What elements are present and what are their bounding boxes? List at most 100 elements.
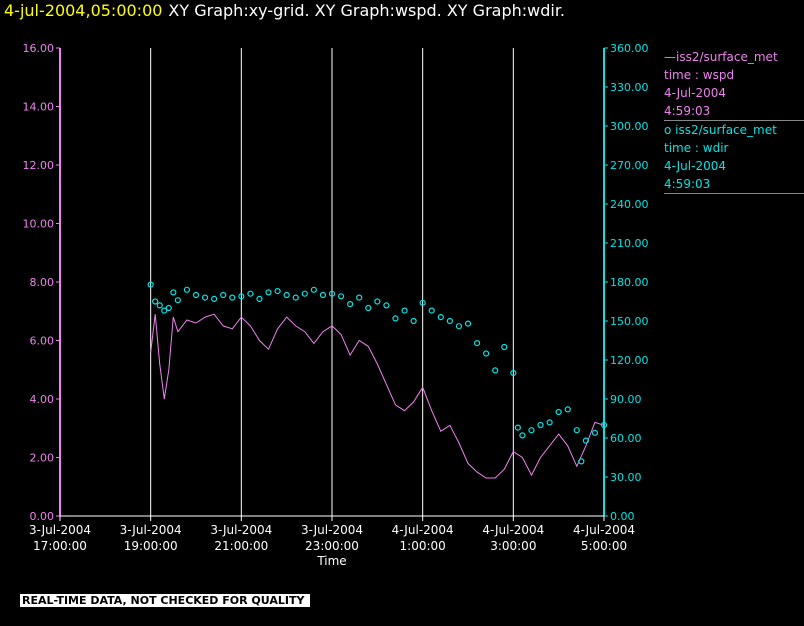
wspd-series-line [150,313,605,479]
wdir-point-26 [356,294,363,301]
wdir-point-23 [328,290,336,297]
wdir-point-33 [419,299,426,306]
x-tick-date-3: 3-Jul-2004 [301,523,363,537]
wdir-point-45 [519,432,526,439]
wdir-point-2 [156,302,163,309]
right-tick-label-1: 30.00 [610,471,642,484]
x-tick-date-4: 4-Jul-2004 [392,523,454,537]
x-tick-date-0: 3-Jul-2004 [29,523,91,537]
wdir-point-13 [238,293,245,300]
legend-wspd-source: —iss2/surface_met [664,50,778,64]
wdir-point-24 [337,293,345,300]
wdir-point-17 [274,288,281,295]
wdir-point-49 [555,408,562,416]
chart: 0.00 2.00 4.00 6.00 8.00 10.00 12.00 14.00 16.00… [23,42,649,568]
x-tick-time-6: 5:00:00 [581,539,627,553]
x-tick-time-0: 17:00:00 [33,539,87,553]
legend-wdir-var: time : wdir [664,141,729,155]
quality-disclaimer: REAL-TIME DATA, NOT CHECKED FOR QUALITY [20,594,311,607]
wdir-point-12 [229,294,236,301]
x-tick-date-2: 3-Jul-2004 [210,523,272,537]
wdir-point-32 [410,317,417,325]
wdir-point-11 [220,291,227,299]
legend-wspd-var: time : wspd [664,68,735,82]
wdir-point-16 [265,289,272,296]
left-tick-label-4: 8.00 [30,276,55,289]
wdir-point-42 [501,343,508,351]
wdir-point-34 [428,307,435,314]
right-tick-label-4: 120.00 [610,354,649,367]
wdir-point-51 [573,427,580,434]
wdir-point-48 [546,419,553,426]
wdir-point-15 [256,295,263,302]
wdir-point-54 [591,429,599,436]
wdir-point-25 [347,301,354,308]
wdir-point-7 [183,286,191,293]
wdir-point-27 [365,304,372,312]
wdir-point-29 [383,302,390,309]
x-tick-date-6: 4-Jul-2004 [573,523,635,537]
left-tick-label-0: 0.00 [30,510,55,523]
left-tick-label-8: 16.00 [23,42,55,55]
x-tick-time-5: 3:00:00 [490,539,536,553]
x-tick-time-1: 19:00:00 [124,539,178,553]
wdir-point-8 [192,291,200,299]
x-tick-date-5: 4-Jul-2004 [482,523,544,537]
wdir-point-19 [292,294,299,301]
right-tick-label-8: 240.00 [610,198,649,211]
title-bar: 4-jul-2004,05:00:00 XY Graph:xy-grid. XY … [4,1,565,20]
left-tick-label-7: 14.00 [23,101,55,114]
legend-wdir-date: 4-Jul-2004 [664,159,726,173]
wdir-point-52 [578,458,585,465]
left-tick-label-3: 6.00 [30,335,55,348]
x-tick-time-3: 23:00:00 [305,539,359,553]
right-tick-label-9: 270.00 [610,159,649,172]
left-tick-label-6: 12.00 [23,159,55,172]
wdir-point-28 [374,298,381,305]
legend-wspd[interactable]: —iss2/surface_met time : wspd 4-Jul-2004… [664,48,804,121]
right-tick-label-11: 330.00 [610,81,649,94]
wdir-point-21 [310,286,317,293]
timestamp: 4-jul-2004,05:00:00 [4,1,163,20]
wdir-point-37 [455,323,463,330]
x-tick-time-2: 21:00:00 [214,539,268,553]
wdir-point-9 [201,294,209,301]
wdir-point-4 [165,304,172,312]
wdir-point-47 [537,421,544,429]
wdir-point-43 [510,369,517,377]
wdir-point-46 [528,427,535,434]
legend-wdir[interactable]: o iss2/surface_met time : wdir 4-Jul-200… [664,121,804,194]
wdir-point-36 [446,317,453,325]
wdir-point-30 [392,315,399,322]
right-tick-label-7: 210.00 [610,237,649,250]
wdir-point-50 [564,406,571,413]
wdir-point-5 [170,289,177,296]
wdir-point-38 [464,320,472,327]
right-tick-label-12: 360.00 [610,42,649,55]
wdir-point-6 [174,297,181,304]
legend-wdir-source: o iss2/surface_met [664,123,777,137]
wdir-point-3 [161,307,168,314]
wdir-point-0 [147,281,154,288]
x-axis-title: Time [316,554,346,568]
wdir-point-14 [247,290,254,297]
wdir-point-41 [492,367,499,374]
x-tick-time-4: 1:00:00 [400,539,446,553]
right-tick-label-2: 60.00 [610,432,642,445]
legend-wdir-time: 4:59:03 [664,177,711,191]
legend: —iss2/surface_met time : wspd 4-Jul-2004… [664,48,804,194]
wdir-point-39 [473,340,481,347]
right-tick-label-0: 0.00 [610,510,635,523]
graph-titles: XY Graph:xy-grid. XY Graph:wspd. XY Grap… [168,1,566,20]
left-tick-label-1: 2.00 [30,452,55,465]
wdir-point-20 [301,290,308,297]
legend-wspd-time: 4:59:03 [664,104,711,118]
wdir-point-10 [211,295,218,302]
right-tick-label-3: 90.00 [610,393,642,406]
wdir-point-55 [600,421,608,429]
wdir-point-22 [319,291,327,299]
right-tick-label-10: 300.00 [610,120,649,133]
wdir-point-44 [514,424,521,431]
right-tick-label-6: 180.00 [610,276,649,289]
legend-wspd-date: 4-Jul-2004 [664,86,726,100]
